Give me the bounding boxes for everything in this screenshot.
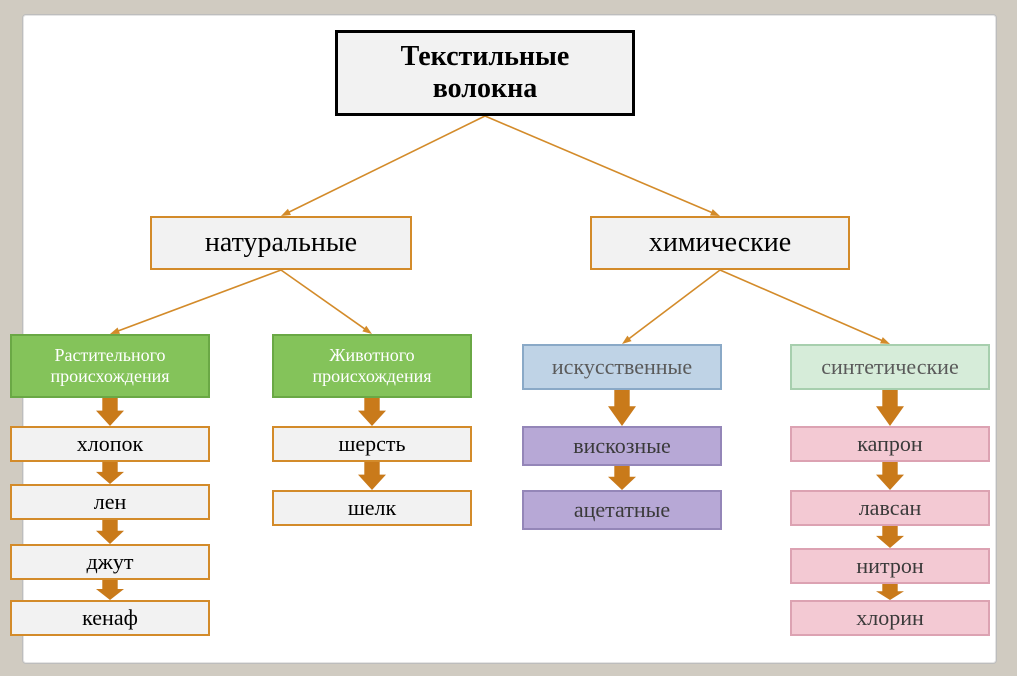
- node-animal-label: Животного происхождения: [312, 345, 431, 386]
- node-viscose: вискозные: [522, 426, 722, 466]
- node-acetate-label: ацетатные: [574, 497, 670, 522]
- node-lavsan-label: лавсан: [859, 495, 922, 520]
- node-jute-label: джут: [86, 549, 133, 574]
- node-natural: натуральные: [150, 216, 412, 270]
- node-flax: лен: [10, 484, 210, 520]
- node-synthetic: синтетические: [790, 344, 990, 390]
- node-chemical-label: химические: [649, 227, 791, 259]
- node-nitron: нитрон: [790, 548, 990, 584]
- node-lavsan: лавсан: [790, 490, 990, 526]
- node-acetate: ацетатные: [522, 490, 722, 530]
- node-silk-label: шелк: [348, 495, 396, 520]
- node-natural-label: натуральные: [205, 227, 357, 259]
- node-artificial-label: искусственные: [552, 354, 692, 379]
- node-plant-label: Растительного происхождения: [50, 345, 169, 386]
- node-kapron-label: капрон: [857, 431, 922, 456]
- node-synthetic-label: синтетические: [821, 354, 958, 379]
- node-jute: джут: [10, 544, 210, 580]
- node-animal: Животного происхождения: [272, 334, 472, 398]
- node-wool: шерсть: [272, 426, 472, 462]
- node-plant: Растительного происхождения: [10, 334, 210, 398]
- node-kapron: капрон: [790, 426, 990, 462]
- node-artificial: искусственные: [522, 344, 722, 390]
- node-nitron-label: нитрон: [856, 553, 923, 578]
- node-chlorin: хлорин: [790, 600, 990, 636]
- node-root-label: Текстильные волокна: [401, 41, 570, 105]
- node-kenaf: кенаф: [10, 600, 210, 636]
- node-kenaf-label: кенаф: [82, 605, 138, 630]
- node-cotton: хлопок: [10, 426, 210, 462]
- node-chemical: химические: [590, 216, 850, 270]
- node-wool-label: шерсть: [338, 431, 405, 456]
- node-root: Текстильные волокна: [335, 30, 635, 116]
- node-cotton-label: хлопок: [77, 431, 143, 456]
- node-chlorin-label: хлорин: [856, 605, 924, 630]
- node-viscose-label: вискозные: [573, 433, 671, 458]
- node-flax-label: лен: [94, 489, 127, 514]
- node-silk: шелк: [272, 490, 472, 526]
